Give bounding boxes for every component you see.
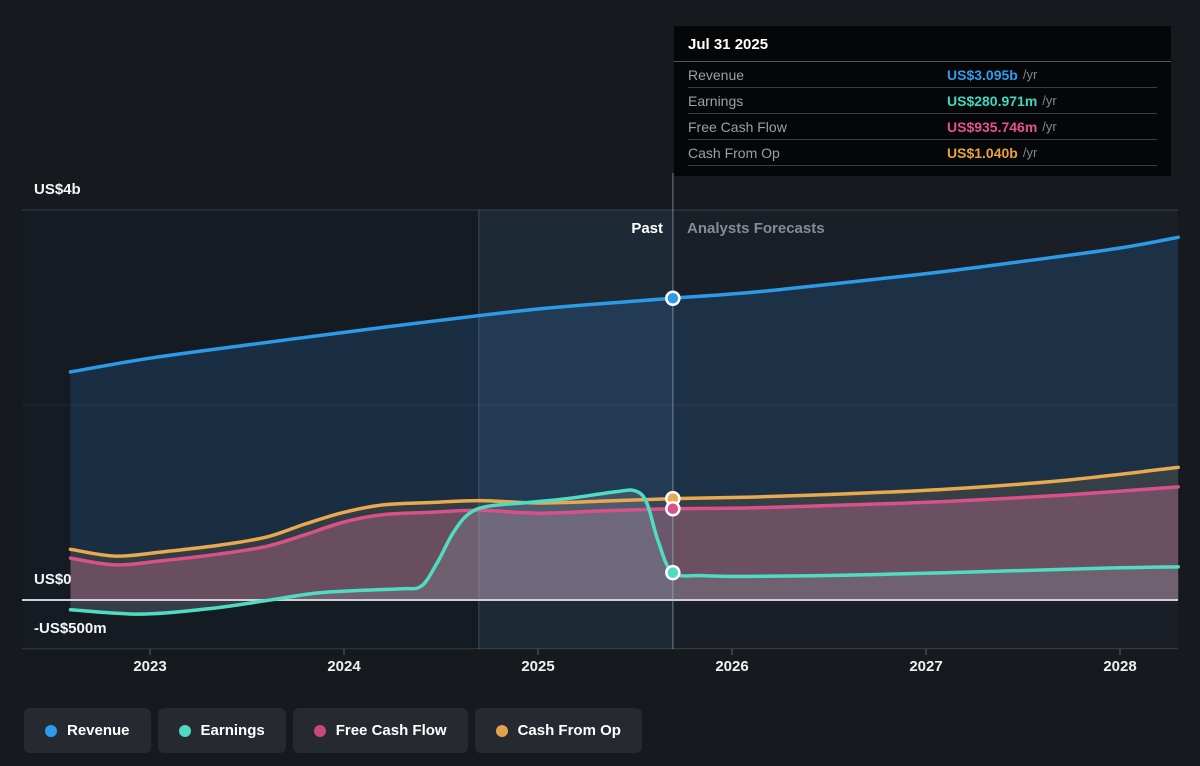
last-year-highlight-band [478,210,673,649]
y-axis-label: US$0 [34,571,72,588]
legend-item-cash-from-op[interactable]: Cash From Op [474,708,642,753]
revenue-dot-icon [45,724,57,737]
earnings-line[interactable] [68,488,1180,616]
tooltip-suffix: /yr [1022,67,1038,82]
financials-chart[interactable] [0,0,1200,700]
earnings-dot-icon [178,724,191,737]
tooltip-suffix: /yr [1042,119,1057,134]
x-axis-label: 2028 [1103,658,1137,675]
legend-label: Earnings [200,722,265,739]
tooltip-label: Earnings [688,92,744,109]
past-section-label: Past [631,220,663,237]
legend-label: Revenue [67,722,130,739]
tooltip-label: Cash From Op [688,144,780,161]
earnings-marker[interactable] [665,564,681,581]
analysts-forecasts-section-label: Analysts Forecasts [687,220,825,237]
legend-label: Cash From Op [517,722,621,739]
tooltip-row-earnings: Earnings US$280.971m /yr [688,88,1157,114]
tooltip-label: Free Cash Flow [688,118,787,135]
revenue-line[interactable] [68,235,1180,374]
free-cash-flow-line[interactable] [68,485,1180,567]
y-axis-label: US$4b [34,181,81,198]
tooltip-value: US$935.746m [947,118,1038,135]
tooltip-suffix: /yr [1042,93,1057,108]
tooltip-label: Revenue [688,66,745,83]
cash-from-op-line[interactable] [68,465,1180,558]
tooltip-row-free-cash-flow: Free Cash Flow US$935.746m /yr [688,114,1157,140]
cash-from-op-area [70,467,1179,600]
tooltip-row-revenue: Revenue US$3.095b /yr [688,62,1157,88]
legend-item-revenue[interactable]: Revenue [24,708,151,753]
free-cash-flow-marker[interactable] [665,500,681,517]
free-cash-flow-dot-icon [313,724,326,737]
revenue-marker[interactable] [665,290,681,306]
chart-legend: Revenue Earnings Free Cash Flow Cash Fro… [24,708,642,753]
x-axis-label: 2026 [715,658,749,675]
chart-tooltip: Jul 31 2025 Revenue US$3.095b /yr Earnin… [674,26,1171,176]
earnings-area [70,489,1179,615]
cash-from-op-dot-icon [495,724,508,737]
y-axis-label: -US$500m [34,619,107,637]
x-axis-label: 2024 [327,658,361,675]
x-axis-label: 2023 [133,658,167,675]
tooltip-value: US$280.971m [947,92,1038,109]
tooltip-value: US$1.040b [947,144,1018,161]
legend-label: Free Cash Flow [335,722,447,739]
legend-item-free-cash-flow[interactable]: Free Cash Flow [292,708,468,753]
tooltip-row-cash-from-op: Cash From Op US$1.040b /yr [688,140,1157,166]
free-cash-flow-area [70,486,1179,600]
revenue-area [70,237,1179,601]
x-axis-label: 2027 [909,658,943,675]
tooltip-value: US$3.095b [947,66,1018,83]
tooltip-date: Jul 31 2025 [674,26,1171,62]
legend-item-earnings[interactable]: Earnings [157,708,286,753]
x-axis-label: 2025 [521,658,555,675]
tooltip-suffix: /yr [1022,145,1038,160]
